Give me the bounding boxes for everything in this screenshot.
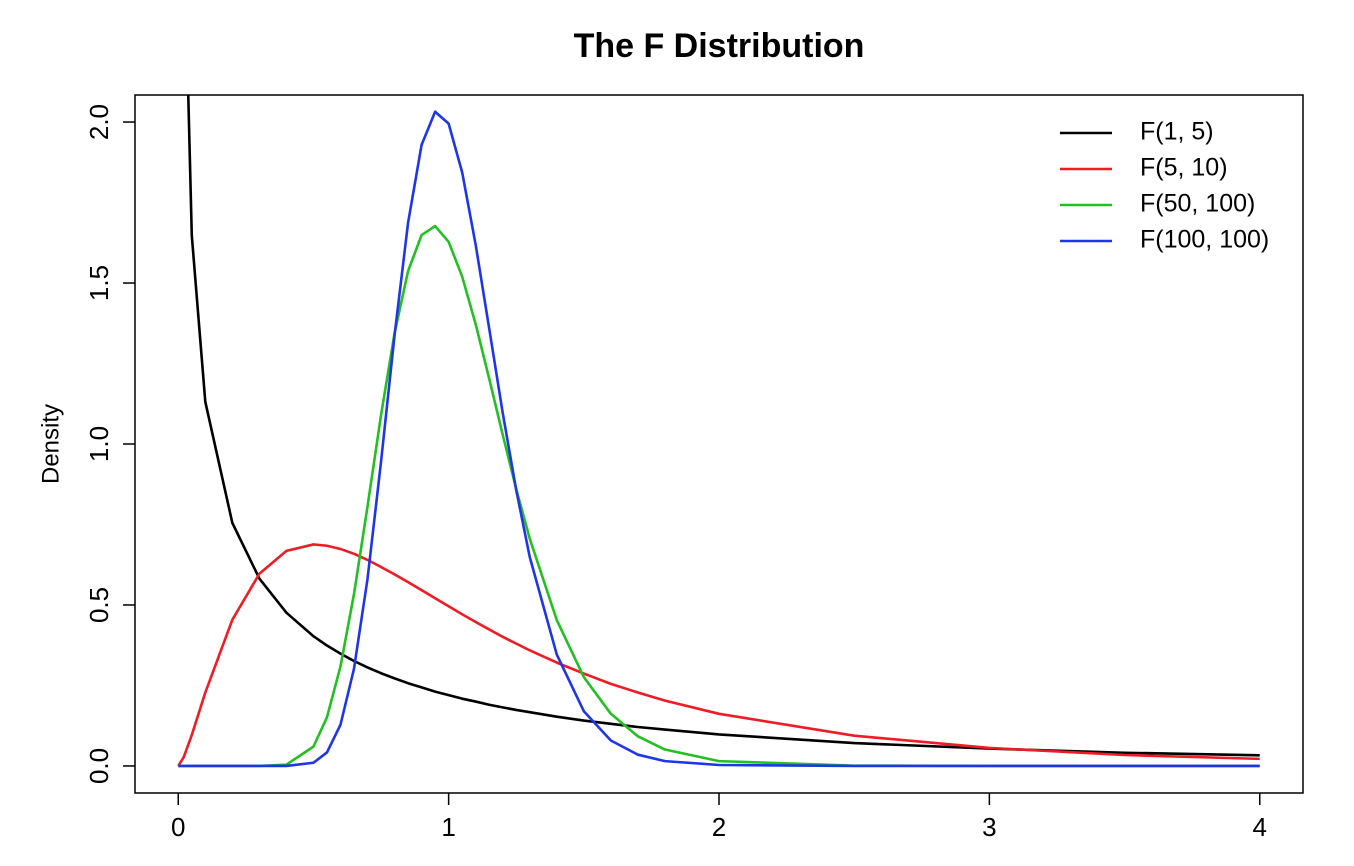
series-line — [178, 224, 1260, 768]
series-line — [178, 110, 1260, 768]
legend-label: F(100, 100) — [1140, 226, 1269, 254]
y-tick-label: 1.0 — [84, 426, 114, 462]
y-tick-label: 0.5 — [84, 587, 114, 623]
legend-label: F(1, 5) — [1140, 118, 1214, 146]
x-tick-label: 1 — [441, 812, 455, 842]
x-tick-label: 0 — [171, 812, 185, 842]
series-line — [186, 95, 1260, 757]
x-tick-label: 3 — [982, 812, 996, 842]
plot-frame — [134, 94, 1304, 794]
chart-title: The F Distribution — [574, 27, 865, 65]
y-tick-label: 0.0 — [84, 748, 114, 784]
legend-label: F(5, 10) — [1140, 154, 1228, 182]
y-axis-label: Density — [37, 404, 64, 484]
x-tick-label: 4 — [1253, 812, 1267, 842]
series-line — [177, 543, 1260, 767]
y-tick-label: 2.0 — [84, 104, 114, 140]
curves — [177, 95, 1260, 768]
legend-label: F(50, 100) — [1140, 190, 1255, 218]
x-tick-label: 2 — [712, 812, 726, 842]
y-tick-label: 1.5 — [84, 265, 114, 301]
